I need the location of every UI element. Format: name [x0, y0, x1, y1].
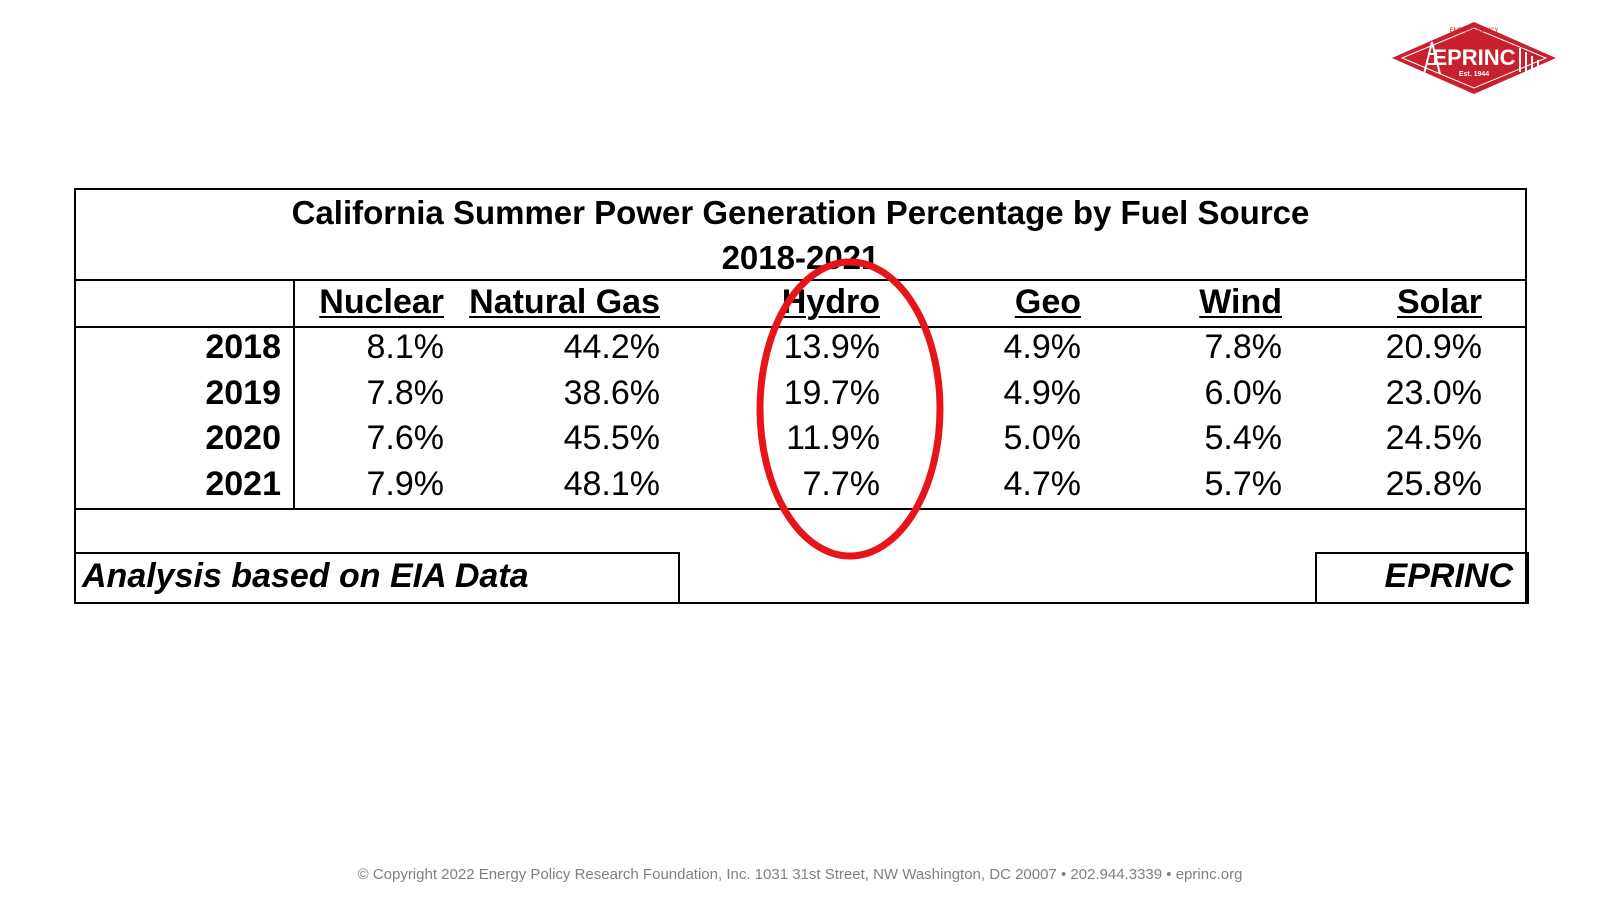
source-note: Analysis based on EIA Data: [82, 557, 529, 595]
table-cell: 11.9%: [786, 419, 880, 457]
svg-text:ENERGY POLICY: ENERGY POLICY: [1450, 28, 1499, 34]
table-cell: 38.6%: [563, 374, 660, 412]
generation-table: California Summer Power Generation Perce…: [74, 188, 1529, 604]
source-note-box: [74, 552, 680, 604]
brand-note-box: [1315, 552, 1529, 604]
row-year: 2021: [205, 465, 281, 503]
table-cell: 5.7%: [1204, 465, 1283, 503]
table-cell: 4.9%: [1003, 374, 1082, 412]
table-cell: 7.8%: [366, 374, 445, 412]
column-header-wind: Wind: [1199, 283, 1282, 321]
table-cell: 7.6%: [366, 419, 445, 457]
table-cell: 7.7%: [802, 465, 881, 503]
column-header-nuclear: Nuclear: [319, 283, 444, 321]
table-cell: 4.7%: [1003, 465, 1082, 503]
table-cell: 13.9%: [783, 328, 880, 366]
bars-icon: [1519, 48, 1539, 72]
column-header-geo: Geo: [1014, 283, 1081, 321]
table-cell: 7.9%: [366, 465, 445, 503]
row-year: 2019: [205, 374, 281, 412]
body-divider: [76, 508, 1525, 510]
copyright-footer: © Copyright 2022 Energy Policy Research …: [357, 866, 1243, 883]
row-year: 2018: [205, 328, 281, 366]
table-cell: 6.0%: [1204, 374, 1283, 412]
table-cell: 23.0%: [1385, 374, 1482, 412]
derrick-icon: [1423, 41, 1441, 75]
table-cell: 48.1%: [563, 465, 660, 503]
table-cell: 20.9%: [1385, 328, 1482, 366]
table-cell: 4.9%: [1003, 328, 1082, 366]
row-year: 2020: [205, 419, 281, 457]
table-title: California Summer Power Generation Perce…: [291, 194, 1310, 231]
column-header-solar: Solar: [1396, 283, 1482, 321]
table-subtitle: 2018-2021: [721, 239, 880, 276]
svg-text:EPRINC: EPRINC: [1432, 45, 1515, 70]
table-cell: 5.0%: [1003, 419, 1082, 457]
table-cell: 25.8%: [1385, 465, 1482, 503]
year-column-divider: [293, 279, 295, 508]
table-cell: 44.2%: [563, 328, 660, 366]
table-cell: 45.5%: [563, 419, 660, 457]
brand-note: EPRINC: [1384, 557, 1513, 595]
svg-text:Est. 1944: Est. 1944: [1459, 71, 1489, 78]
table-cell: 7.8%: [1204, 328, 1283, 366]
table-cell: 5.4%: [1204, 419, 1283, 457]
table-cell: 19.7%: [783, 374, 880, 412]
column-header-hydro: Hydro: [781, 283, 880, 321]
table-cell: 24.5%: [1385, 419, 1482, 457]
eprinc-logo: EPRINC Est. 1944 ENERGY POLICY RESEARCH …: [1388, 18, 1560, 104]
table-cell: 8.1%: [366, 328, 445, 366]
column-header-natural-gas: Natural Gas: [469, 283, 660, 321]
